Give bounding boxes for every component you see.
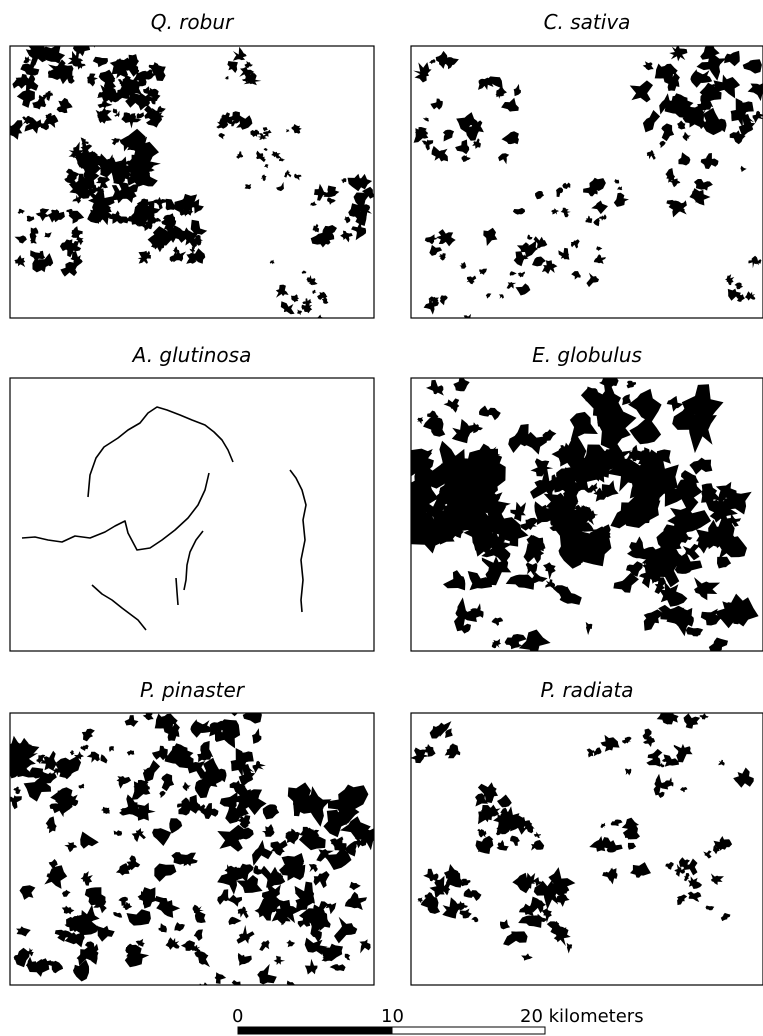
forest-patch [23, 23, 41, 40]
scale-label: 0 [232, 1006, 243, 1027]
panel-title: P. radiata [540, 678, 633, 702]
forest-patch [495, 336, 511, 348]
forest-patch [97, 29, 102, 34]
scale-bar-segment [392, 1027, 545, 1034]
scale-label: 20 kilometers [520, 1006, 644, 1027]
forest-patch [44, 37, 54, 45]
forest-patch [488, 318, 498, 331]
panel-title: P. pinaster [140, 678, 246, 702]
forest-patch [504, 328, 512, 337]
panel-title: C. sativa [544, 10, 631, 34]
forest-patch [741, 101, 754, 113]
map-frame [10, 46, 374, 318]
map-frame [10, 378, 374, 651]
panel-title: A. glutinosa [131, 343, 252, 367]
scale-bar-segment [238, 1027, 392, 1034]
forest-patch [490, 340, 497, 346]
figure: Q. robur C. sativa A. glutinosa E. globu… [0, 0, 763, 1036]
panel-title: E. globulus [532, 343, 642, 367]
map-frame [411, 713, 763, 985]
forest-patch [241, 751, 254, 763]
forest-patch [513, 328, 519, 334]
forest-patch [46, 31, 66, 46]
scale-label: 10 [381, 1006, 404, 1027]
panel-title: Q. robur [151, 10, 235, 34]
forest-patch [57, 27, 66, 38]
